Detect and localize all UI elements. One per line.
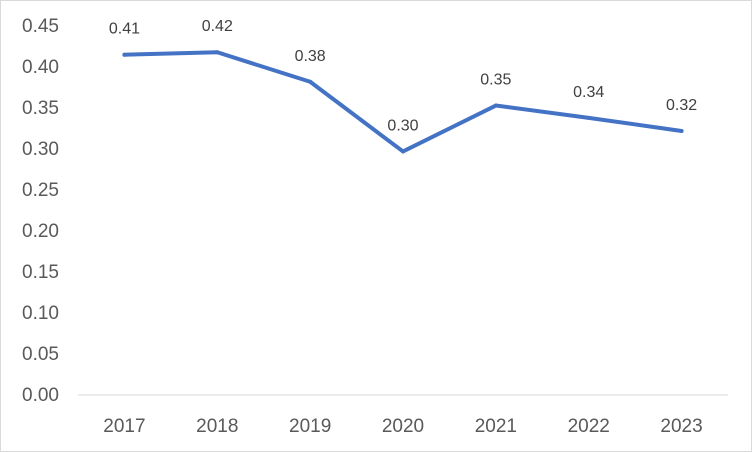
data-point bbox=[679, 128, 684, 133]
data-label: 0.42 bbox=[202, 18, 233, 35]
y-tick-label: 0.00 bbox=[22, 385, 59, 406]
y-tick-label: 0.05 bbox=[22, 344, 59, 365]
data-point bbox=[308, 79, 313, 84]
y-tick-label: 0.25 bbox=[22, 180, 59, 201]
y-tick-label: 0.10 bbox=[22, 303, 59, 324]
data-labels: 0.41 0.42 0.38 0.30 0.35 0.34 0.32 bbox=[109, 18, 697, 134]
data-label: 0.41 bbox=[109, 21, 140, 38]
x-tick-label: 2020 bbox=[382, 416, 424, 437]
y-tick-label: 0.30 bbox=[22, 139, 59, 160]
data-label: 0.34 bbox=[573, 84, 604, 101]
x-tick-label: 2019 bbox=[289, 416, 331, 437]
x-tick-label: 2023 bbox=[660, 416, 702, 437]
y-tick-label: 0.40 bbox=[22, 57, 59, 78]
y-tick-labels: 0.00 0.05 0.10 0.15 0.20 0.25 0.30 0.35 0.40 0.45 bbox=[22, 16, 59, 406]
x-tick-label: 2018 bbox=[196, 416, 238, 437]
x-tick-label: 2022 bbox=[568, 416, 610, 437]
y-tick-label: 0.20 bbox=[22, 221, 59, 242]
x-tick-labels: 2017 2018 2019 2020 2021 2022 2023 bbox=[103, 416, 702, 437]
data-label: 0.35 bbox=[480, 72, 511, 89]
data-point bbox=[586, 115, 591, 120]
data-point bbox=[493, 103, 498, 108]
series-line bbox=[122, 50, 684, 154]
data-label: 0.30 bbox=[387, 117, 418, 134]
y-tick-label: 0.45 bbox=[22, 16, 59, 37]
data-point bbox=[401, 149, 405, 154]
x-tick-label: 2021 bbox=[475, 416, 517, 437]
data-point bbox=[215, 50, 220, 55]
data-label: 0.38 bbox=[295, 48, 326, 65]
x-tick-label: 2017 bbox=[103, 416, 145, 437]
data-label: 0.32 bbox=[666, 97, 697, 114]
y-tick-label: 0.35 bbox=[22, 98, 59, 119]
y-tick-label: 0.15 bbox=[22, 262, 59, 283]
data-points bbox=[122, 50, 684, 154]
data-point bbox=[122, 52, 127, 57]
